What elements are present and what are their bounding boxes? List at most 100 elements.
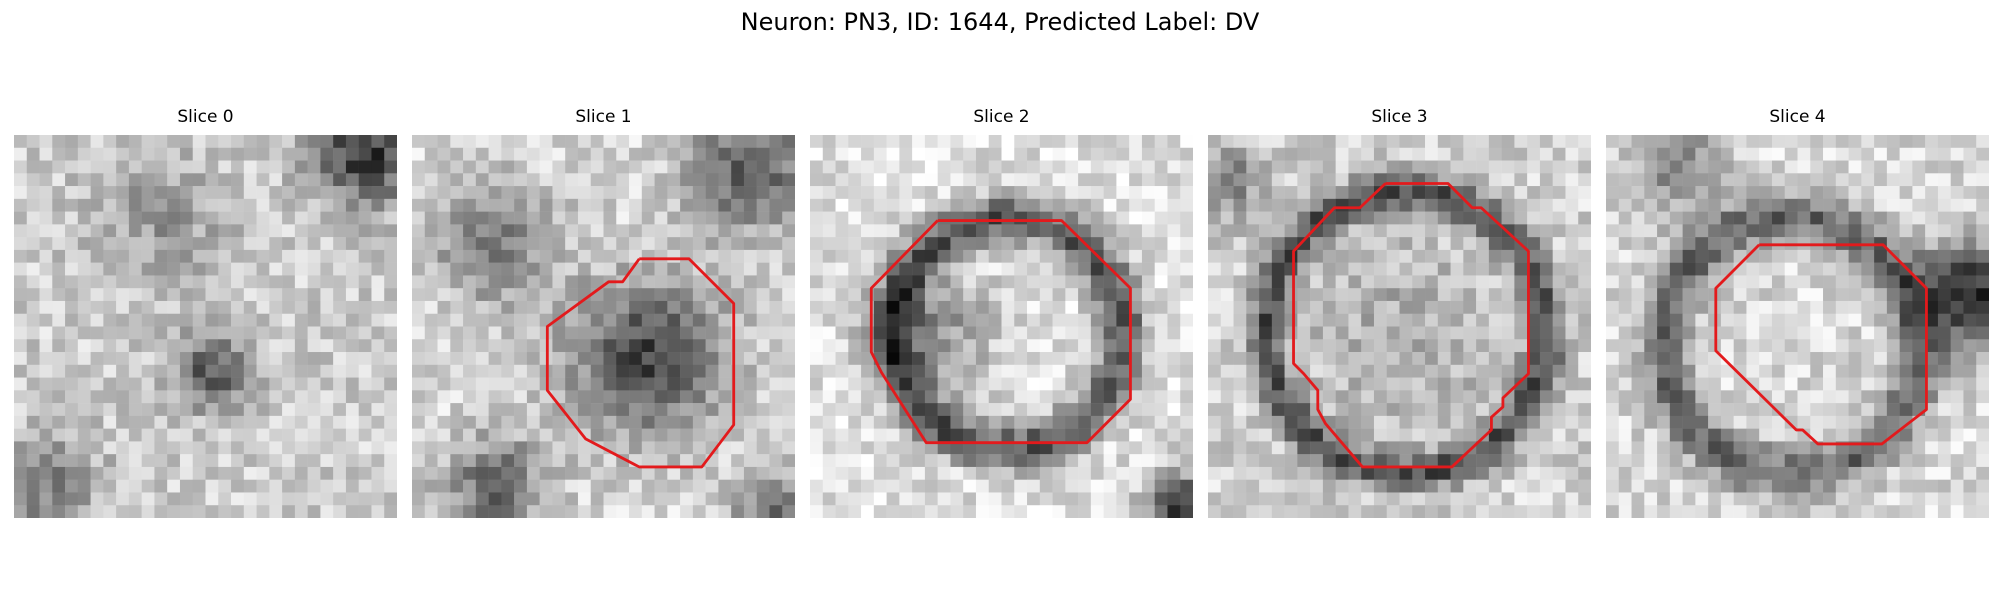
pixel (1090, 479, 1104, 493)
pixel (1797, 135, 1811, 149)
pixel (1527, 390, 1541, 404)
pixel (77, 364, 91, 378)
pixel (1027, 186, 1041, 200)
pixel (756, 390, 770, 404)
pixel (1784, 288, 1798, 302)
pixel (90, 466, 104, 480)
pixel (603, 403, 617, 417)
pixel (1925, 135, 1939, 149)
pixel (501, 339, 515, 353)
pixel (629, 275, 643, 289)
pixel (320, 288, 334, 302)
pixel (1976, 160, 1989, 174)
pixel (412, 352, 426, 366)
pixel (1284, 415, 1298, 429)
pixel (1310, 237, 1324, 251)
pixel (1886, 390, 1900, 404)
pixel (320, 198, 334, 212)
pixel (899, 415, 913, 429)
pixel (1950, 262, 1964, 276)
pixel (167, 237, 181, 251)
pixel (65, 505, 79, 518)
pixel (154, 352, 168, 366)
pixel (848, 339, 862, 353)
pixel (1412, 288, 1426, 302)
pixel (1297, 262, 1311, 276)
pixel (641, 135, 655, 149)
pixel (463, 492, 477, 506)
pixel (1565, 147, 1579, 161)
pixel (577, 505, 591, 518)
pixel (1039, 479, 1053, 493)
pixel (1052, 198, 1066, 212)
pixel (1476, 135, 1490, 149)
pixel (218, 300, 232, 314)
pixel (269, 377, 283, 391)
pixel (282, 211, 296, 225)
pixel (603, 237, 617, 251)
pixel (950, 492, 964, 506)
pixel (1937, 313, 1951, 327)
pixel (77, 237, 91, 251)
pixel (1399, 326, 1413, 340)
pixel (501, 415, 515, 429)
pixel (345, 390, 359, 404)
pixel (692, 364, 706, 378)
pixel (1090, 186, 1104, 200)
pixel (590, 173, 604, 187)
pixel (654, 224, 668, 238)
pixel (1297, 352, 1311, 366)
pixel (654, 415, 668, 429)
pixel (1695, 224, 1709, 238)
pixel (1065, 262, 1079, 276)
pixel (128, 466, 142, 480)
pixel (1874, 186, 1888, 200)
pixel (1912, 390, 1926, 404)
pixel (501, 160, 515, 174)
pixel (39, 147, 53, 161)
pixel (616, 428, 630, 442)
pixel (899, 288, 913, 302)
pixel (1220, 377, 1234, 391)
pixel (1527, 377, 1541, 391)
pixel (501, 237, 515, 251)
pixel (1644, 377, 1658, 391)
pixel (167, 403, 181, 417)
pixel (1437, 237, 1451, 251)
pixel (1052, 237, 1066, 251)
pixel (1899, 479, 1913, 493)
pixel (1116, 186, 1130, 200)
pixel (1386, 135, 1400, 149)
pixel (282, 441, 296, 455)
pixel (1886, 237, 1900, 251)
pixel (1310, 160, 1324, 174)
pixel (743, 441, 757, 455)
pixel (1925, 249, 1939, 263)
pixel (256, 275, 270, 289)
pixel (1797, 390, 1811, 404)
pixel (1476, 441, 1490, 455)
pixel (1154, 224, 1168, 238)
pixel (333, 224, 347, 238)
pixel (256, 313, 270, 327)
pixel (52, 262, 66, 276)
pixel (179, 428, 193, 442)
pixel (1271, 160, 1285, 174)
pixel (1552, 135, 1566, 149)
pixel (179, 211, 193, 225)
pixel (1682, 198, 1696, 212)
pixel (1065, 466, 1079, 480)
pixel (1514, 428, 1528, 442)
pixel (950, 415, 964, 429)
pixel (437, 390, 451, 404)
pixel (116, 160, 130, 174)
pixel (924, 415, 938, 429)
pixel (886, 173, 900, 187)
pixel (437, 377, 451, 391)
pixel (154, 441, 168, 455)
pixel (1425, 237, 1439, 251)
pixel (358, 377, 372, 391)
pixel (1835, 313, 1849, 327)
pixel (205, 135, 219, 149)
pixel (963, 237, 977, 251)
